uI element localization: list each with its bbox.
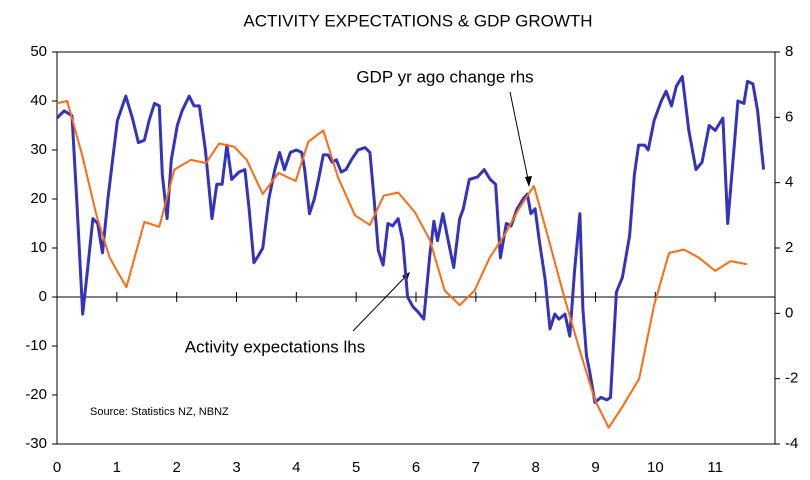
annotation-arrow — [509, 91, 530, 185]
x-tick-label: 0 — [53, 459, 61, 476]
y-tick-label: 20 — [30, 190, 47, 207]
y-tick-label: 30 — [30, 141, 47, 158]
y-tick-label: -20 — [25, 386, 47, 403]
y-tick-label: -30 — [25, 435, 47, 452]
y2-tick-label: 8 — [785, 43, 793, 60]
x-tick-label: 1 — [113, 459, 121, 476]
x-tick-label: 6 — [412, 459, 420, 476]
y-tick-label: 50 — [30, 43, 47, 60]
y-tick-label: -10 — [25, 337, 47, 354]
y-tick-label: 0 — [39, 288, 47, 305]
source-note: Source: Statistics NZ, NBNZ — [90, 406, 229, 418]
y2-tick-label: -4 — [785, 435, 798, 452]
x-tick-label: 11 — [707, 459, 723, 476]
x-tick-label: 9 — [591, 459, 599, 476]
arrow-head — [525, 176, 532, 187]
y2-tick-label: 4 — [785, 174, 793, 191]
plot-frame — [56, 51, 776, 445]
x-tick-label: 4 — [292, 459, 300, 476]
y-tick-label: 40 — [30, 92, 47, 109]
y2-tick-label: 6 — [785, 108, 793, 125]
y2-tick-label: -2 — [785, 370, 798, 387]
x-tick-label: 5 — [352, 459, 360, 476]
annotation: Activity expectations lhs — [185, 337, 365, 356]
x-tick-label: 10 — [647, 459, 664, 476]
annotation: GDP yr ago change rhs — [356, 67, 533, 86]
x-tick-label: 8 — [531, 459, 539, 476]
y2-tick-label: 0 — [785, 304, 793, 321]
x-tick-label: 7 — [472, 459, 480, 476]
x-tick-label: 3 — [232, 459, 240, 476]
chart-title: ACTIVITY EXPECTATIONS & GDP GROWTH — [243, 11, 592, 30]
y-tick-label: 10 — [30, 239, 47, 256]
y2-tick-label: 2 — [785, 239, 793, 256]
annotation-arrow — [352, 273, 409, 332]
x-tick-label: 2 — [172, 459, 180, 476]
series-line — [55, 75, 766, 404]
series-line — [56, 100, 748, 429]
